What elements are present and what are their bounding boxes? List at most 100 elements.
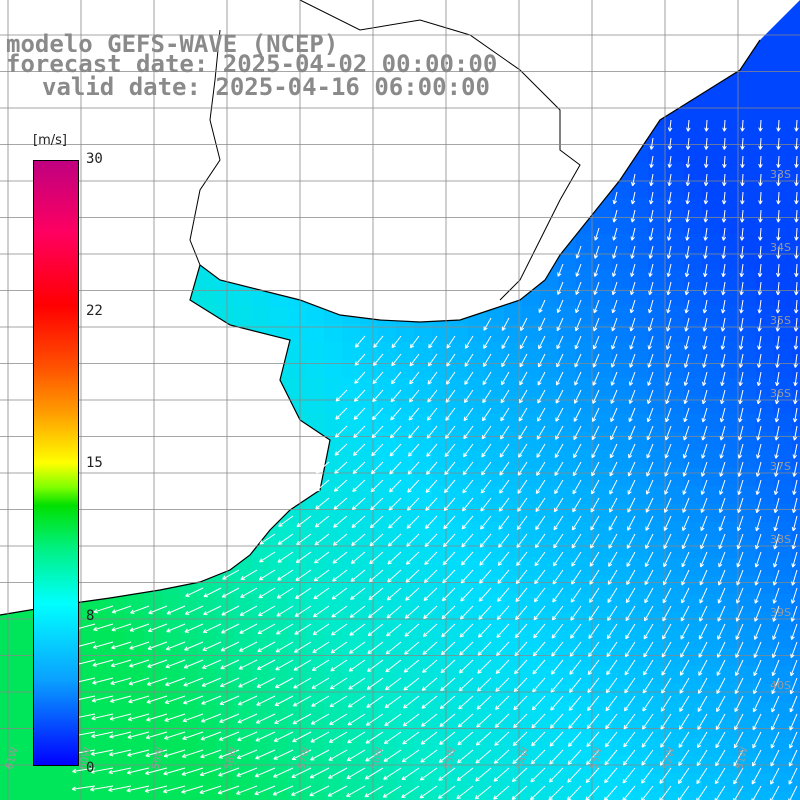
wind-arrow bbox=[474, 785, 492, 800]
ocean-cell bbox=[612, 504, 631, 523]
wind-arrow bbox=[333, 479, 348, 492]
ocean-cell bbox=[180, 684, 199, 703]
ocean-cell bbox=[594, 342, 613, 361]
wind-arrow bbox=[409, 353, 420, 367]
ocean-cell bbox=[612, 576, 631, 595]
ocean-cell bbox=[594, 486, 613, 505]
wind-arrow bbox=[735, 605, 744, 622]
wind-arrow bbox=[644, 587, 654, 604]
ocean-cell bbox=[396, 612, 415, 631]
wind-arrow bbox=[331, 605, 348, 618]
wind-arrow bbox=[237, 731, 258, 742]
wind-arrow bbox=[365, 749, 384, 762]
wind-arrow bbox=[592, 335, 600, 350]
wind-arrow bbox=[531, 731, 546, 747]
ocean-cell bbox=[288, 594, 307, 613]
wind-arrow bbox=[481, 407, 492, 422]
wind-arrow bbox=[644, 569, 654, 586]
ocean-cell bbox=[612, 306, 631, 325]
wind-arrow bbox=[148, 605, 168, 615]
ocean-cell bbox=[702, 504, 721, 523]
ocean-cell bbox=[270, 522, 289, 541]
wind-arrow bbox=[424, 551, 438, 566]
wind-arrow bbox=[756, 353, 762, 368]
wind-arrow bbox=[717, 605, 726, 622]
ocean-cell bbox=[612, 342, 631, 361]
ocean-cell bbox=[684, 630, 703, 649]
wind-arrow bbox=[200, 749, 222, 759]
wind-arrow bbox=[554, 461, 564, 477]
wind-arrow bbox=[555, 425, 564, 440]
wind-arrow bbox=[146, 695, 168, 704]
wind-arrow bbox=[648, 209, 654, 223]
wind-arrow bbox=[346, 785, 366, 797]
ocean-cell bbox=[504, 396, 523, 415]
wind-arrow bbox=[586, 749, 600, 766]
ocean-cell bbox=[648, 396, 667, 415]
wind-arrow bbox=[458, 659, 474, 674]
wind-arrow bbox=[519, 371, 528, 386]
wind-arrow bbox=[372, 371, 384, 385]
wind-arrow bbox=[446, 335, 456, 349]
ocean-cell bbox=[576, 486, 595, 505]
ocean-cell bbox=[270, 738, 289, 757]
wind-arrow bbox=[685, 155, 691, 168]
wind-arrow bbox=[145, 767, 168, 775]
ocean-cell bbox=[540, 342, 559, 361]
ocean-cell bbox=[414, 360, 433, 379]
ocean-cell bbox=[468, 738, 487, 757]
ocean-cell bbox=[756, 630, 775, 649]
ocean-cell bbox=[162, 648, 181, 667]
wind-arrow bbox=[494, 695, 510, 710]
wind-arrow bbox=[588, 623, 600, 639]
wind-arrow bbox=[756, 443, 762, 459]
wind-arrow bbox=[446, 353, 456, 367]
wind-arrow bbox=[678, 731, 690, 748]
ocean-cell bbox=[324, 684, 343, 703]
wind-arrow bbox=[427, 353, 438, 367]
wind-arrow bbox=[389, 461, 402, 475]
ocean-cell bbox=[594, 648, 613, 667]
ocean-cell bbox=[576, 792, 595, 800]
wind-arrow bbox=[755, 515, 762, 532]
wind-arrow bbox=[536, 425, 546, 440]
wind-arrow bbox=[684, 317, 690, 332]
wind-arrow bbox=[428, 335, 438, 349]
wind-arrow bbox=[111, 641, 132, 650]
ocean-cell bbox=[648, 378, 667, 397]
wind-arrow bbox=[771, 695, 780, 713]
ocean-cell bbox=[756, 72, 775, 91]
ocean-cell bbox=[612, 594, 631, 613]
ocean-cell bbox=[288, 306, 307, 325]
wind-arrow bbox=[493, 785, 510, 800]
wind-arrow bbox=[518, 389, 528, 404]
wind-arrow bbox=[701, 407, 708, 423]
wind-arrow bbox=[754, 533, 762, 550]
wind-arrow bbox=[127, 713, 150, 722]
wind-arrow bbox=[666, 281, 672, 296]
ocean-cell bbox=[648, 648, 667, 667]
ocean-cell bbox=[396, 486, 415, 505]
wind-arrow bbox=[181, 785, 204, 794]
wind-arrow bbox=[591, 443, 600, 459]
ocean-cell bbox=[216, 612, 235, 631]
wind-arrow bbox=[789, 731, 798, 749]
wind-arrow bbox=[659, 767, 672, 784]
ocean-cell bbox=[486, 738, 505, 757]
wind-arrow bbox=[757, 317, 762, 332]
wind-arrow bbox=[348, 659, 366, 672]
wind-arrow bbox=[483, 317, 492, 331]
wind-arrow bbox=[276, 587, 294, 599]
wind-arrow bbox=[739, 281, 744, 296]
ocean-cell bbox=[792, 792, 800, 800]
wind-arrow bbox=[426, 425, 438, 439]
ocean-cell bbox=[792, 630, 800, 649]
wind-arrow bbox=[372, 389, 384, 403]
wind-arrow bbox=[682, 461, 690, 477]
wind-arrow bbox=[628, 371, 636, 386]
ocean-cell bbox=[450, 612, 469, 631]
ocean-cell bbox=[126, 594, 145, 613]
wind-arrow bbox=[220, 659, 240, 670]
ocean-cell bbox=[126, 648, 145, 667]
ocean-cell bbox=[720, 648, 739, 667]
